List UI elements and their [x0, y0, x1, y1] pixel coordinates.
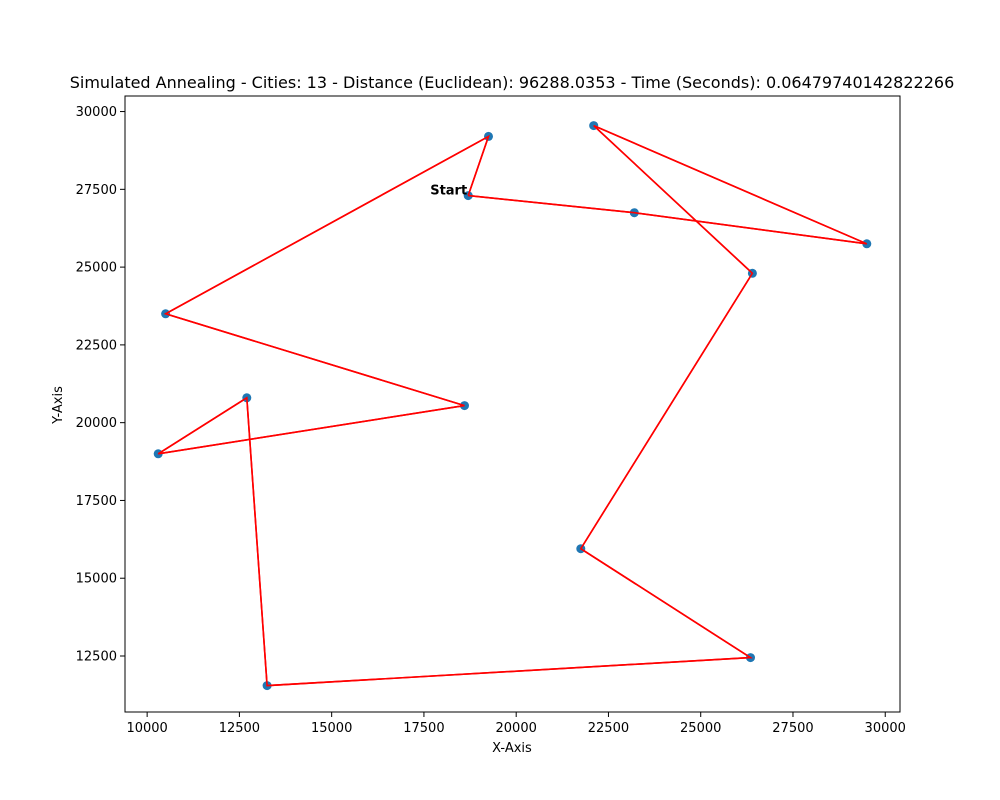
y-tick-label: 25000 [76, 261, 117, 276]
x-axis-label: X-Axis [492, 741, 532, 756]
route-line [157, 124, 868, 687]
y-tick-label: 27500 [76, 183, 117, 198]
chart-title: Simulated Annealing - Cities: 13 - Dista… [70, 73, 955, 92]
x-tick-label: 17500 [403, 721, 444, 736]
x-tick-label: 30000 [865, 721, 906, 736]
x-tick-label: 10000 [126, 721, 167, 736]
y-tick-label: 20000 [76, 416, 117, 431]
annotation-start: Start [430, 184, 467, 199]
y-tick-label: 17500 [76, 494, 117, 509]
x-axis-ticks: 10000 12500 15000 17500 20000 22500 25000 27500… [126, 712, 906, 736]
x-tick-label: 20000 [496, 721, 537, 736]
x-tick-label: 25000 [680, 721, 721, 736]
plot-area: Start [124, 95, 901, 713]
y-tick-label: 30000 [76, 105, 117, 120]
y-axis-ticks: 12500 15000 17500 20000 22500 25000 27500 30000 [76, 105, 125, 665]
y-tick-label: 15000 [76, 572, 117, 587]
x-tick-label: 27500 [772, 721, 813, 736]
y-axis-label: Y-Axis [51, 386, 66, 425]
route-line-overlay [157, 124, 868, 687]
x-tick-label: 22500 [588, 721, 629, 736]
y-tick-label: 12500 [76, 650, 117, 665]
x-tick-label: 15000 [311, 721, 352, 736]
axes-frame [124, 95, 901, 713]
y-tick-label: 22500 [76, 338, 117, 353]
x-tick-label: 12500 [219, 721, 260, 736]
